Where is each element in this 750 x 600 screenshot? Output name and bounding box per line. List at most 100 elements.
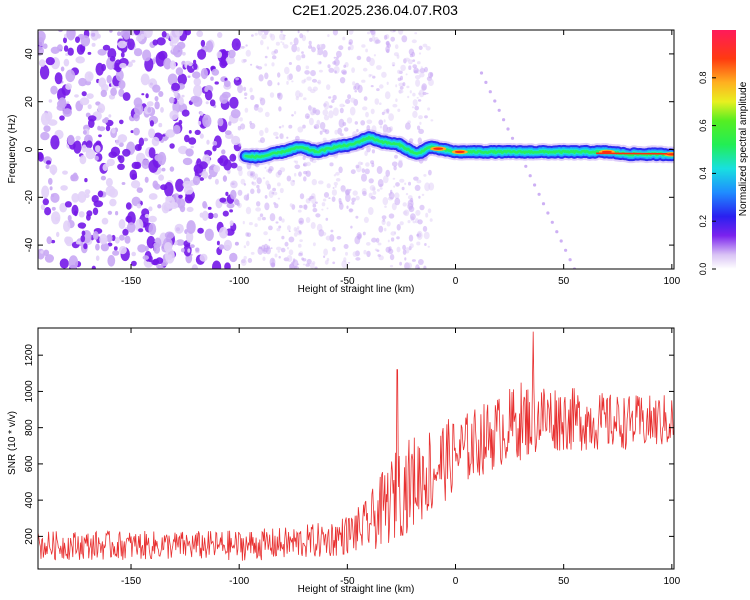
noise-blob [38, 46, 44, 56]
noise-blob [352, 131, 358, 138]
noise-blob [413, 176, 419, 181]
noise-blob [117, 155, 122, 161]
noise-blob [134, 144, 142, 151]
noise-blob [108, 114, 112, 118]
noise-blob [376, 166, 383, 174]
colorbar-tick-label: 0.0 [698, 263, 708, 276]
noise-blob [401, 186, 405, 191]
noise-blob [230, 180, 238, 189]
noise-blob [412, 220, 416, 224]
noise-blob [272, 187, 276, 192]
noise-blob [269, 257, 276, 267]
noise-blob [404, 57, 410, 62]
noise-blob [265, 180, 270, 186]
noise-blob [227, 49, 236, 59]
noise-blob [200, 111, 204, 116]
noise-blob [81, 91, 87, 97]
colorbar-tick-label: 0.4 [698, 167, 708, 180]
noise-blob [133, 48, 143, 57]
noise-blob [229, 153, 237, 162]
noise-blob [46, 160, 52, 165]
noise-blob [354, 121, 358, 125]
noise-blob [411, 106, 415, 109]
noise-blob [88, 73, 92, 79]
noise-blob [277, 182, 281, 187]
noise-blob [412, 59, 416, 62]
noise-blob [381, 71, 387, 78]
noise-blob [142, 49, 152, 62]
noise-blob [64, 236, 71, 244]
noise-blob [122, 92, 131, 101]
noise-blob [158, 122, 163, 128]
noise-blob [407, 95, 410, 99]
noise-blob [343, 127, 349, 132]
noise-blob [136, 187, 143, 194]
noise-blob [304, 70, 310, 75]
noise-blob [346, 205, 349, 209]
noise-blob [422, 225, 428, 232]
noise-blob [288, 249, 294, 256]
noise-blob [401, 35, 408, 43]
heatmap-y-tick-label: -20 [24, 190, 35, 205]
noise-blob [351, 201, 355, 205]
noise-blob [152, 180, 159, 189]
noise-blob [369, 57, 375, 67]
noise-blob [246, 240, 250, 247]
noise-blob [290, 179, 296, 187]
noise-blob [74, 94, 79, 98]
noise-blob [113, 246, 118, 251]
noise-blob [78, 211, 85, 218]
noise-blob [134, 103, 144, 116]
noise-blob [377, 254, 381, 257]
noise-blob [281, 235, 285, 240]
noise-blob [404, 182, 407, 186]
noise-blob [181, 94, 185, 98]
noise-blob [352, 190, 358, 196]
heatmap-x-tick-label: 50 [558, 276, 570, 287]
noise-blob [105, 177, 113, 187]
noise-blob [288, 124, 293, 129]
noise-blob [366, 242, 371, 246]
noise-blob [45, 57, 55, 66]
noise-blob [419, 121, 422, 125]
noise-blob [288, 236, 295, 243]
noise-blob [397, 108, 401, 113]
noise-blob [352, 251, 358, 257]
noise-blob [395, 98, 398, 102]
secondary-trace-dot [502, 118, 506, 122]
secondary-trace-dot [546, 211, 550, 215]
noise-blob [339, 77, 346, 84]
noise-blob [326, 183, 331, 189]
noise-blob [327, 34, 330, 38]
noise-blob [324, 129, 330, 135]
noise-blob [416, 97, 419, 99]
noise-blob [356, 128, 359, 133]
noise-blob [310, 222, 316, 229]
noise-blob [315, 213, 321, 218]
noise-blob [243, 183, 247, 186]
noise-blob [225, 56, 236, 65]
noise-blob [207, 206, 212, 210]
noise-blob [199, 177, 205, 181]
noise-blob [349, 44, 354, 51]
noise-blob [400, 64, 406, 72]
noise-blob [420, 66, 423, 68]
noise-blob [257, 107, 264, 113]
noise-blob [45, 164, 50, 170]
heatmap-x-tick-label: -100 [229, 276, 249, 287]
noise-blob [302, 124, 306, 129]
noise-blob [59, 258, 69, 269]
noise-blob [209, 99, 216, 107]
noise-blob [306, 258, 312, 265]
noise-blob [212, 140, 218, 146]
noise-blob [57, 99, 67, 108]
noise-blob [383, 34, 388, 40]
noise-blob [289, 203, 293, 208]
secondary-trace-dot [488, 90, 492, 94]
noise-blob [141, 93, 145, 96]
noise-blob [43, 125, 51, 132]
noise-blob [408, 181, 411, 186]
noise-blob [114, 59, 123, 73]
snr-frame [37, 327, 675, 570]
noise-blob [148, 128, 156, 139]
